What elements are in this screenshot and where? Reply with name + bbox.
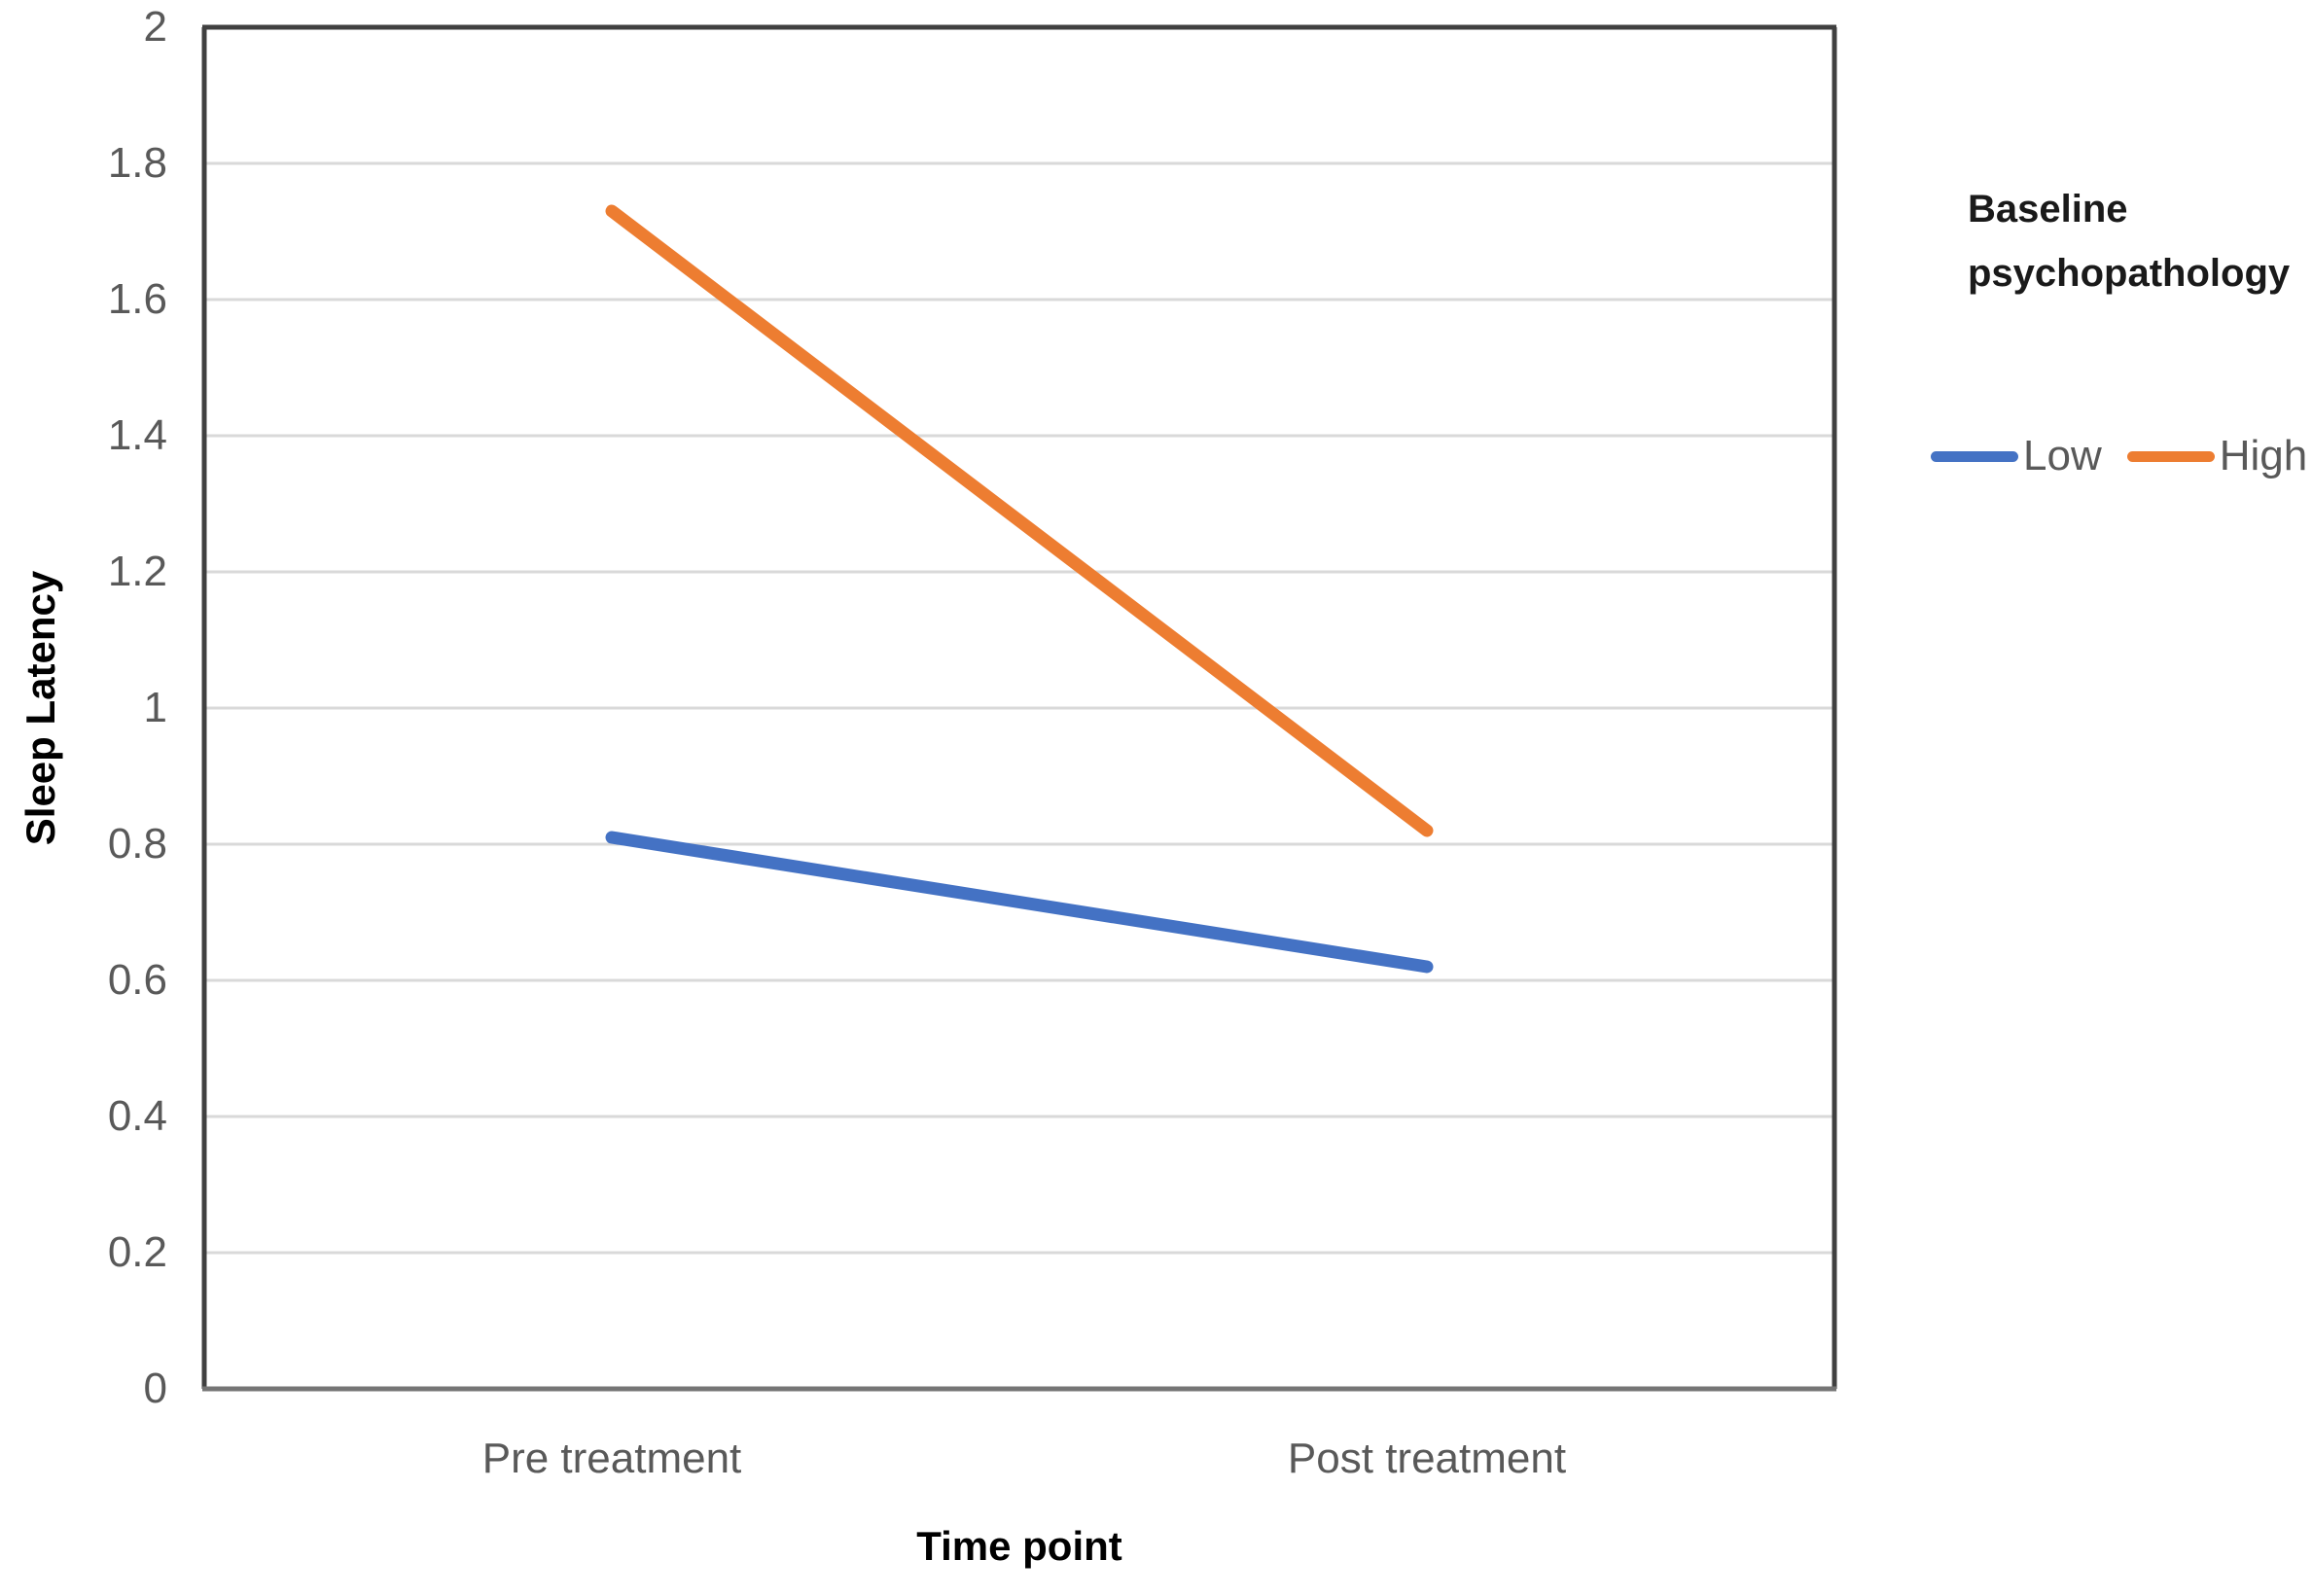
y-tick-label: 1 [143, 684, 167, 731]
x-axis-title: Time point [916, 1523, 1122, 1569]
y-tick-label: 1.4 [107, 411, 167, 459]
legend-item-high: High [2126, 432, 2308, 480]
y-tick-label: 2 [143, 3, 167, 51]
legend-label-low: Low [2023, 432, 2102, 479]
legend: Baseline psychopathology Low High [1931, 177, 2313, 480]
legend-items: Low High [1931, 432, 2313, 480]
series-line-low [605, 831, 1434, 974]
y-tick-label: 0.2 [107, 1228, 167, 1276]
y-tick-label: 0.6 [107, 956, 167, 1004]
legend-swatch-high-icon [2126, 450, 2215, 462]
x-category-label: Pre treatment [481, 1435, 742, 1482]
series-line-high [605, 204, 1434, 837]
y-tick-label: 1.6 [107, 275, 167, 323]
y-tick-label: 1.2 [107, 548, 167, 595]
legend-item-low: Low [1931, 432, 2102, 480]
legend-title: Baseline psychopathology [1968, 188, 2291, 295]
legend-label-high: High [2219, 432, 2308, 479]
y-tick-label: 0.4 [107, 1092, 167, 1140]
legend-swatch-low-icon [1931, 450, 2018, 462]
y-tick-label: 0 [143, 1365, 167, 1412]
y-tick-label: 0.8 [107, 820, 167, 868]
x-category-label: Post treatment [1287, 1435, 1567, 1482]
y-tick-label: 1.8 [107, 139, 167, 187]
